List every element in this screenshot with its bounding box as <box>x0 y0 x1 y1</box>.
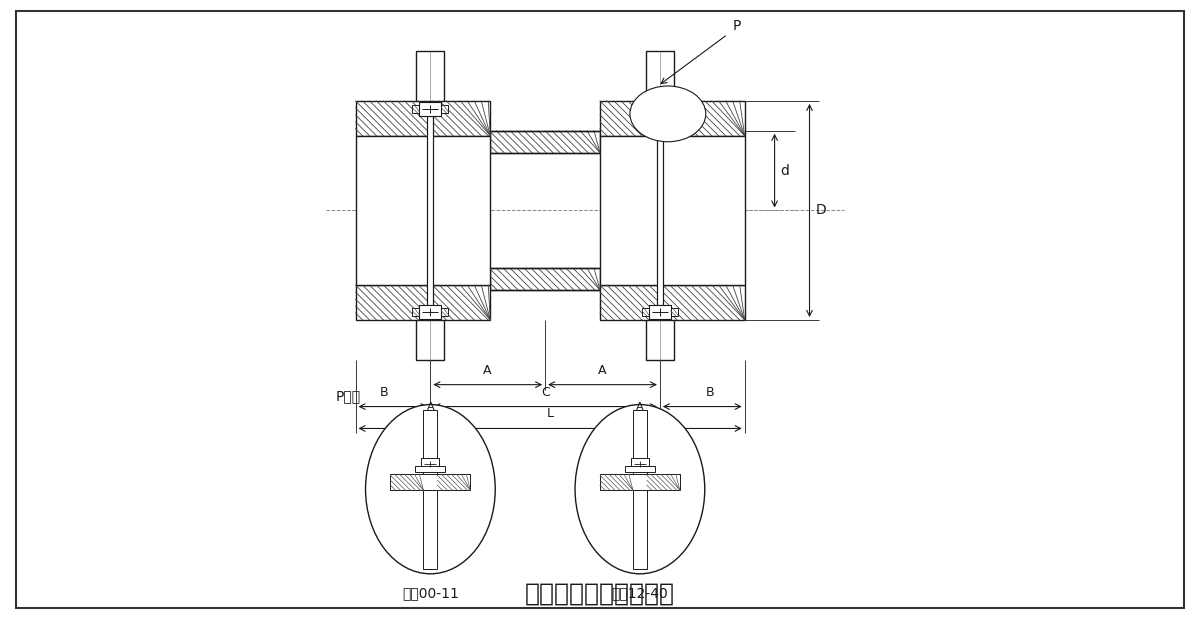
Bar <box>646 51 674 360</box>
Bar <box>355 136 491 285</box>
Text: C: C <box>541 386 550 399</box>
Bar <box>420 102 442 116</box>
Text: 键连结双型膜片联轴器: 键连结双型膜片联轴器 <box>526 582 674 606</box>
Text: A: A <box>484 364 492 377</box>
Text: A: A <box>598 364 606 377</box>
Ellipse shape <box>575 405 704 574</box>
Bar <box>642 105 678 113</box>
Bar <box>642 308 678 316</box>
Bar <box>600 136 745 285</box>
Bar <box>355 285 491 320</box>
Bar <box>413 105 449 113</box>
Text: B: B <box>380 386 389 399</box>
Text: A: A <box>636 402 643 412</box>
Bar <box>415 466 445 472</box>
Text: L: L <box>547 407 553 420</box>
Bar <box>649 305 671 319</box>
Text: D: D <box>816 204 827 217</box>
Text: A: A <box>426 402 434 412</box>
Bar <box>600 285 745 320</box>
Ellipse shape <box>630 86 706 142</box>
Text: B: B <box>706 386 714 399</box>
Bar <box>491 268 600 290</box>
Bar <box>600 474 680 490</box>
Bar <box>416 51 444 360</box>
Text: P放大: P放大 <box>336 389 361 404</box>
Text: d: d <box>780 163 790 178</box>
Bar <box>656 116 662 305</box>
Bar <box>424 410 437 569</box>
Bar <box>355 101 491 136</box>
Text: 规格12-40: 规格12-40 <box>612 586 668 600</box>
Text: 规格00-11: 规格00-11 <box>402 586 458 600</box>
Bar <box>420 305 442 319</box>
Bar <box>421 458 439 470</box>
Bar <box>632 410 647 569</box>
Text: P: P <box>733 19 742 33</box>
Bar <box>600 101 745 136</box>
Bar <box>427 116 433 305</box>
Bar <box>491 131 600 153</box>
Bar <box>625 466 655 472</box>
Bar <box>649 102 671 116</box>
Bar <box>631 458 649 470</box>
Bar <box>390 474 470 490</box>
Ellipse shape <box>366 405 496 574</box>
Bar <box>413 308 449 316</box>
